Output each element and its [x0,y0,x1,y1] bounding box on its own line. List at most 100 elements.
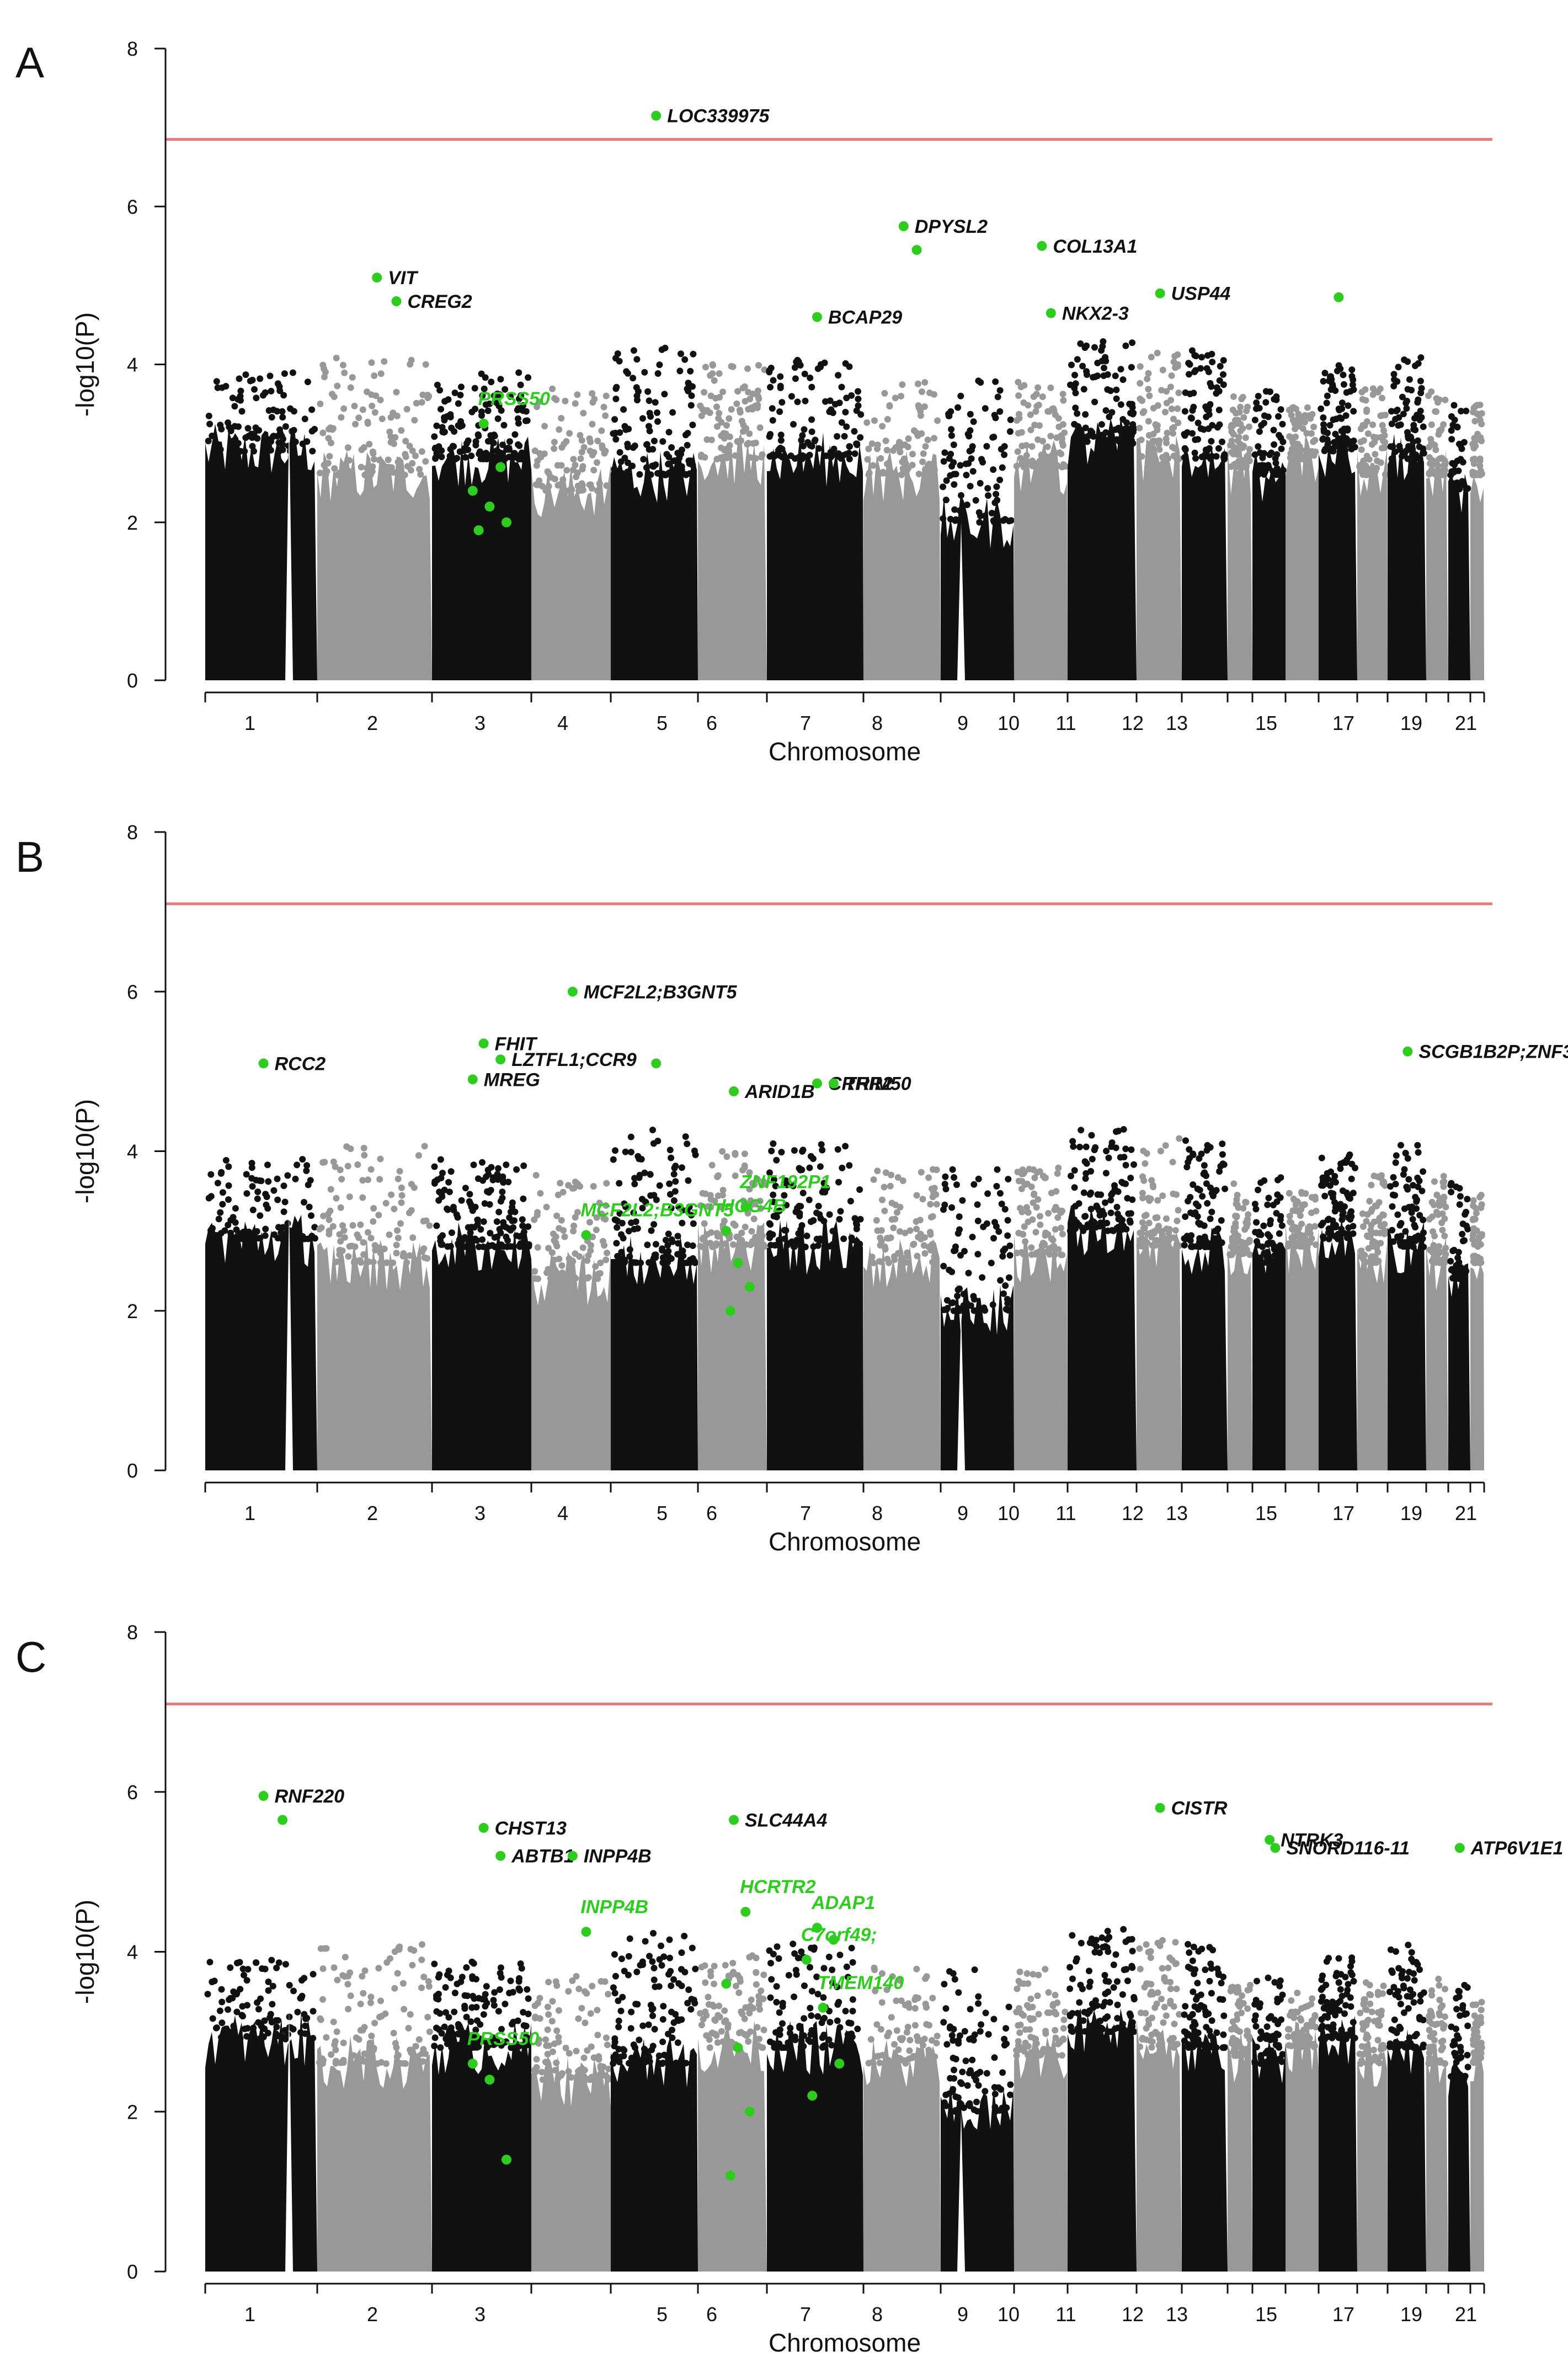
snp-point [425,1983,433,1990]
snp-point [1102,1990,1109,1997]
snp-point [1006,1242,1014,1249]
snp-point [942,1173,949,1180]
y-tick-label: 8 [127,821,138,844]
snp-point [963,472,970,478]
snp-point [1091,398,1098,406]
snp-point [465,1237,472,1244]
chromosome-columns [205,338,1485,680]
snp-point [316,1225,323,1233]
snp-point [215,1215,222,1223]
snp-point [750,1215,758,1223]
snp-point [310,1971,317,1978]
snp-point [770,1140,777,1147]
snp-point [851,450,858,457]
snp-point [558,1262,566,1269]
chromosome-11-points [1066,1926,1138,2272]
snp-point [548,1249,556,1256]
snp-point [531,1268,538,1275]
snp-point [524,1986,531,1993]
snp-point [925,1174,932,1181]
snp-point [243,1190,250,1197]
snp-point [231,403,238,410]
snp-point [339,1247,346,1254]
snp-point [1159,2044,1165,2051]
snp-point [777,431,785,439]
snp-point [613,1240,620,1247]
chromosome-body [767,1220,863,1470]
snp-point [665,1230,672,1238]
snp-point [781,1235,788,1243]
snp-point [499,1195,506,1202]
snp-point [906,2047,913,2054]
snp-point [650,1929,657,1937]
snp-point [239,2003,246,2010]
snp-point [337,1204,344,1211]
snp-point [467,1229,474,1236]
snp-point [592,1263,599,1270]
snp-point [1104,2013,1111,2020]
snp-point [447,1168,455,1175]
snp-point [590,1183,597,1190]
snp-point [1000,1290,1007,1297]
snp-point [1405,1176,1412,1183]
snp-point [797,1243,804,1249]
snp-point [370,1259,377,1266]
snp-point [393,2044,400,2051]
snp-point [1171,353,1178,360]
snp-point [1431,1255,1437,1262]
x-tick-label: 7 [800,1502,811,1524]
snp-point [994,1166,1001,1173]
snp-point [1395,364,1402,371]
snp-point [287,447,294,455]
snp-point [648,1227,655,1234]
snp-point [398,1199,405,1206]
snp-point [886,402,893,409]
snp-point [596,1270,604,1277]
snp-point [1287,1218,1294,1225]
snp-point [370,1218,377,1225]
snp-point [886,1259,892,1266]
snp-point [966,433,973,440]
snp-point [1237,428,1244,435]
snp-point [463,2013,470,2020]
snp-point [1073,1219,1080,1226]
gene-label: ARID1B [744,1081,815,1102]
snp-point [893,1997,900,2004]
snp-point [794,398,801,406]
snp-point [948,426,955,433]
chromosome-body [205,2012,317,2272]
snp-point [639,2022,647,2029]
snp-point [773,1983,780,1990]
snp-point [1389,1191,1396,1198]
snp-point [594,438,601,445]
snp-point [266,372,274,380]
snp-point [610,1156,617,1163]
snp-point [877,2026,884,2033]
snp-point [1279,438,1287,445]
snp-point [522,408,530,415]
snp-point [905,2000,912,2007]
snp-point [543,1203,550,1211]
snp-point [393,1250,400,1257]
snp-point [267,2011,274,2018]
snp-point [420,1974,428,1981]
snp-point [1035,402,1042,408]
snp-point [525,1223,532,1230]
chromosome-1-points [205,1156,318,1470]
snp-point [758,1205,764,1212]
y-tick-label: 4 [127,354,138,376]
snp-point [654,370,662,377]
snp-point [582,1988,588,1995]
snp-point [524,417,531,424]
chromosome-8-points [863,1166,941,1470]
snp-point [852,1220,860,1227]
snp-point [1474,402,1481,409]
snp-point [1343,389,1350,396]
snp-point [1277,1213,1284,1220]
snp-point [1078,1939,1085,1947]
snp-point [462,1185,469,1192]
snp-point [374,2060,381,2067]
snp-point [324,460,332,467]
snp-point [944,1304,951,1311]
snp-point [658,1942,664,1949]
